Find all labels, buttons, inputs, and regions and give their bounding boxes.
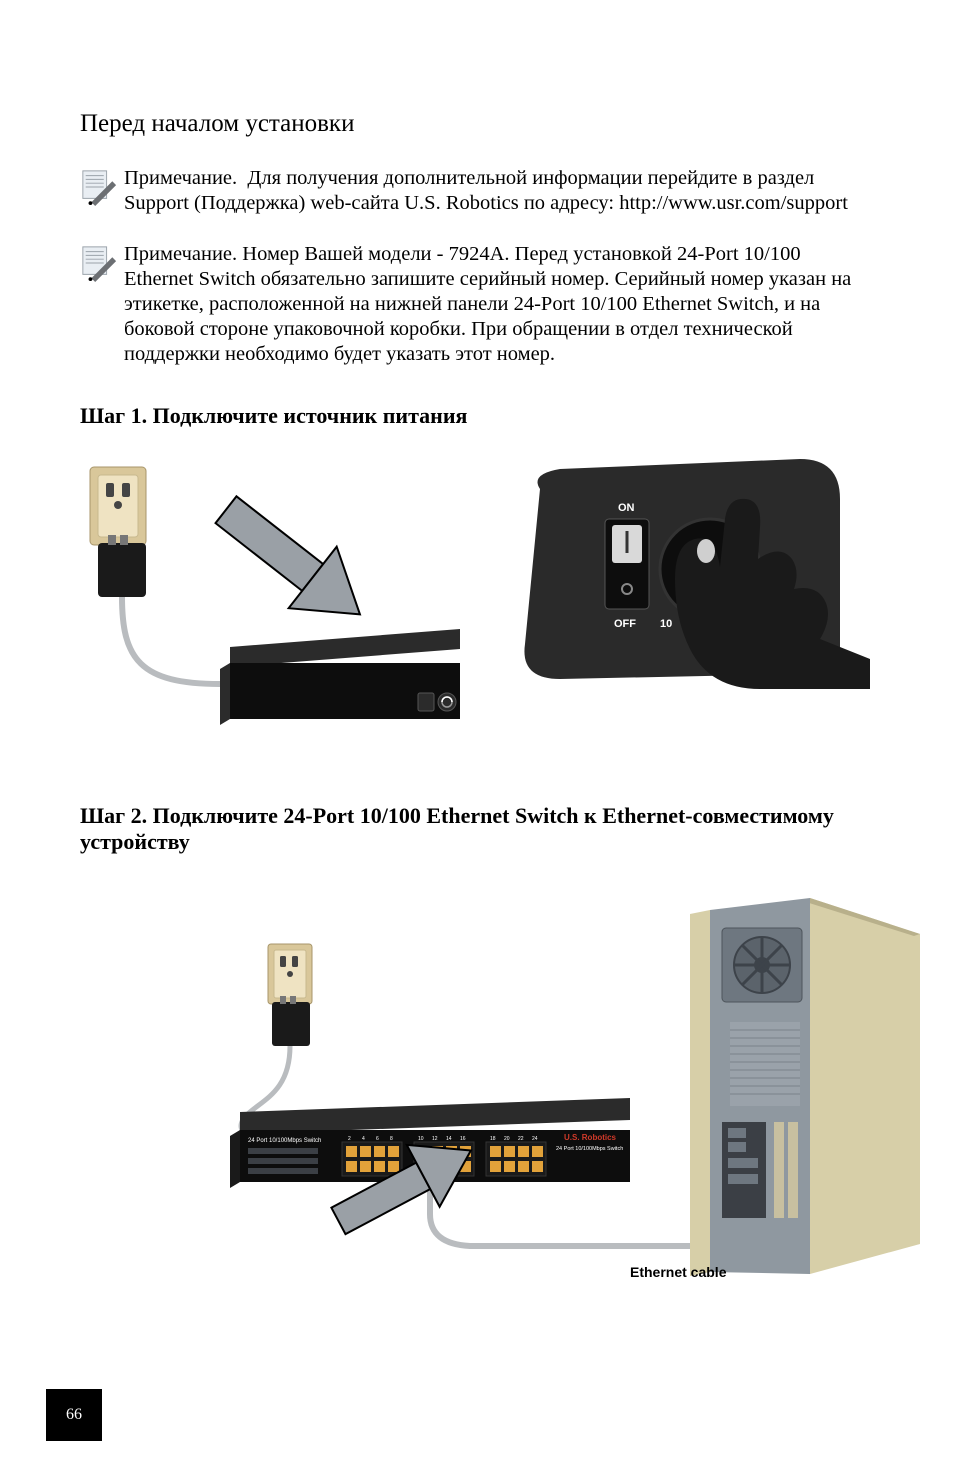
- svg-text:6: 6: [376, 1136, 379, 1142]
- svg-text:23: 23: [532, 1182, 538, 1188]
- svg-text:12: 12: [432, 1136, 438, 1142]
- ten-label: 10: [660, 618, 672, 630]
- ethernet-cable-label: Ethernet cable: [630, 1264, 726, 1280]
- page: Перед началом установки Примечание. Для …: [0, 0, 954, 1475]
- figure-ethernet: 24 Port 10/100Mbps Switch U.S. Robotics …: [150, 874, 940, 1304]
- step-1-title: Шаг 1. Подключите источник питания: [80, 403, 874, 429]
- note-1: Примечание. Для получения дополнительной…: [80, 166, 874, 216]
- note-icon: [80, 244, 118, 282]
- svg-text:3: 3: [362, 1182, 365, 1188]
- step-2-figure: 24 Port 10/100Mbps Switch U.S. Robotics …: [150, 874, 940, 1304]
- svg-text:24: 24: [532, 1136, 538, 1142]
- svg-text:19: 19: [504, 1182, 510, 1188]
- page-number-value: 66: [66, 1406, 82, 1424]
- switch-model: 24 Port 10/100Mbps Switch: [556, 1146, 623, 1152]
- svg-text:15: 15: [460, 1182, 466, 1188]
- pre-install-title: Перед началом установки: [80, 110, 874, 138]
- figure-power-plug: 100-240VAC: [80, 449, 470, 739]
- svg-text:16: 16: [460, 1136, 466, 1142]
- svg-text:21: 21: [518, 1182, 524, 1188]
- svg-text:10: 10: [418, 1136, 424, 1142]
- note-2: Примечание. Номер Вашей модели - 7924A. …: [80, 242, 874, 367]
- pc-tower: [690, 898, 920, 1276]
- note-icon: [80, 168, 118, 206]
- figure-power-switch: ON OFF 10: [500, 449, 870, 709]
- svg-text:2: 2: [348, 1136, 351, 1142]
- off-label: OFF: [614, 618, 636, 630]
- vac-label: 100-240VAC: [420, 723, 443, 728]
- switch-brand: U.S. Robotics: [564, 1133, 617, 1142]
- svg-text:17: 17: [490, 1182, 496, 1188]
- svg-text:8: 8: [390, 1136, 393, 1142]
- svg-text:4: 4: [362, 1136, 365, 1142]
- note-2-text: Примечание. Номер Вашей модели - 7924A. …: [124, 242, 874, 367]
- on-label: ON: [618, 502, 635, 514]
- note-label: Примечание.: [124, 243, 237, 265]
- page-number: 66: [46, 1389, 102, 1441]
- step-2-title: Шаг 2. Подключите 24-Port 10/100 Etherne…: [80, 803, 874, 856]
- svg-text:22: 22: [518, 1136, 524, 1142]
- step-1-figures: 100-240VAC ON OFF 10: [80, 449, 874, 739]
- arrow-icon: [202, 479, 384, 645]
- svg-text:14: 14: [446, 1136, 452, 1142]
- switch-left-label: 24 Port 10/100Mbps Switch: [248, 1138, 321, 1144]
- svg-text:18: 18: [490, 1136, 496, 1142]
- note-1-text: Примечание. Для получения дополнительной…: [124, 166, 874, 216]
- svg-text:20: 20: [504, 1136, 510, 1142]
- svg-text:1: 1: [348, 1182, 351, 1188]
- note-label: Примечание.: [124, 167, 237, 189]
